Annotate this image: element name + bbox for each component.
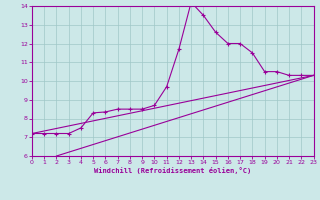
X-axis label: Windchill (Refroidissement éolien,°C): Windchill (Refroidissement éolien,°C) xyxy=(94,167,252,174)
